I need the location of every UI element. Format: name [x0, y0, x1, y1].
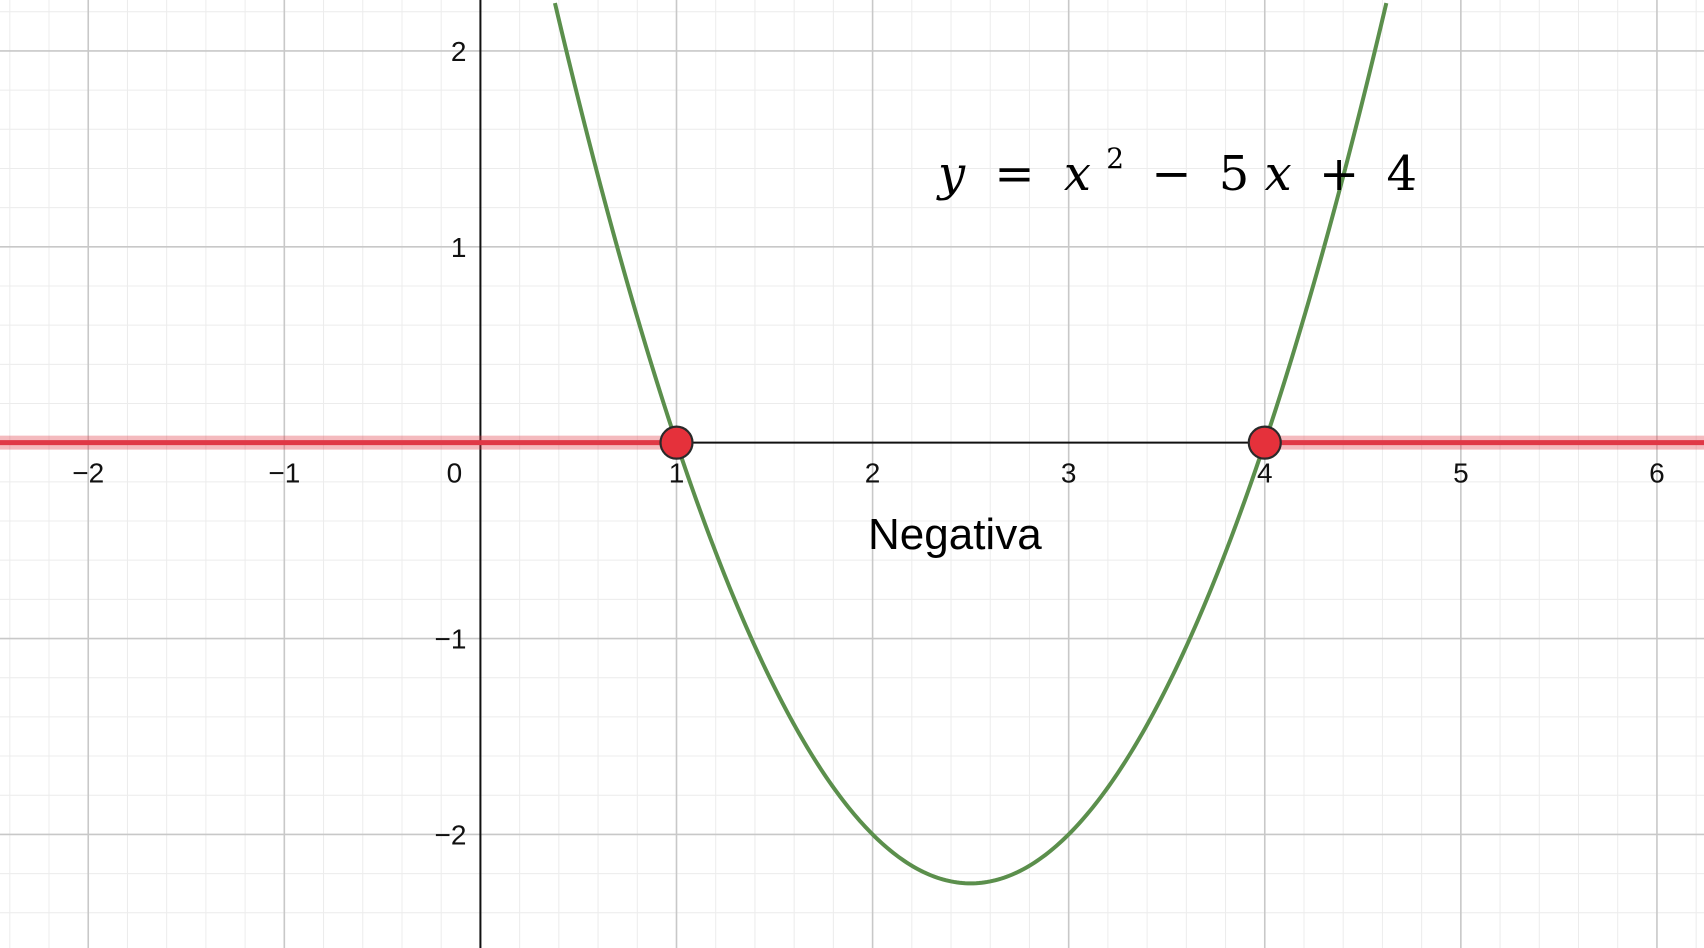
negative-region-label: Negativa — [868, 510, 1042, 559]
y-tick-label: 2 — [451, 36, 467, 67]
x-tick-label: 1 — [669, 458, 685, 489]
x-tick-label: 4 — [1257, 458, 1273, 489]
y-tick-labels: −2 −1 1 2 — [434, 36, 466, 850]
x-tick-label: 5 — [1453, 458, 1469, 489]
roots — [659, 425, 1282, 460]
parabola-curve — [552, 2, 1389, 886]
x-tick-label: 6 — [1649, 458, 1665, 489]
x-tick-label: 2 — [865, 458, 881, 489]
root-point — [1247, 425, 1282, 460]
x-tick-label: −1 — [268, 458, 300, 489]
x-tick-label: 0 — [447, 458, 463, 489]
function-equation: y = x 2 − 5 x + 4 — [936, 124, 1417, 202]
x-tick-label: −2 — [72, 458, 104, 489]
x-tick-label: 3 — [1061, 458, 1077, 489]
root-point — [659, 425, 694, 460]
y-tick-label: −1 — [434, 624, 466, 655]
y-tick-label: −2 — [434, 819, 466, 850]
y-tick-label: 1 — [451, 232, 467, 263]
x-tick-labels: −2 −1 0 1 2 3 4 5 6 — [72, 458, 1664, 489]
